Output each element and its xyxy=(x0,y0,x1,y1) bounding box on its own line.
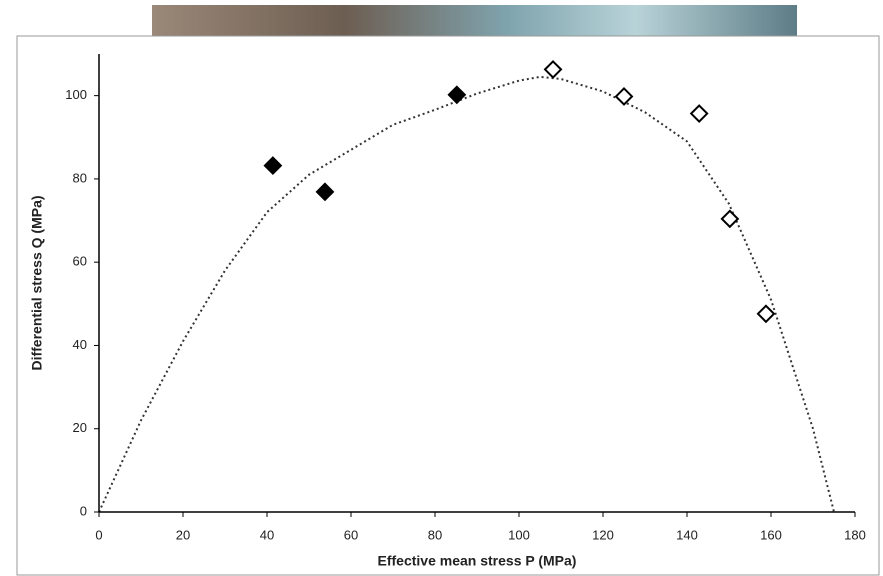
y-tick-label: 100 xyxy=(65,87,87,102)
open-diamond xyxy=(689,104,709,123)
x-tick-label: 60 xyxy=(344,527,358,542)
y-tick-label: 80 xyxy=(73,170,87,185)
x-tick-label: 100 xyxy=(508,527,530,542)
photo-strip xyxy=(152,5,797,37)
plot-frame xyxy=(16,35,880,576)
filled-diamond xyxy=(447,85,467,105)
x-tick-label: 40 xyxy=(260,527,274,542)
y-tick-label: 20 xyxy=(73,420,87,435)
y-tick-label: 40 xyxy=(73,337,87,352)
open-diamond xyxy=(614,87,634,106)
x-tick-label: 160 xyxy=(760,527,782,542)
open-diamond xyxy=(756,304,776,324)
x-tick-label: 0 xyxy=(95,527,102,542)
open-diamond xyxy=(720,209,740,229)
x-tick-label: 80 xyxy=(428,527,442,542)
x-axis-title: Effective mean stress P (MPa) xyxy=(378,553,577,569)
y-axis-title: Differential stress Q (MPa) xyxy=(29,195,45,370)
filled-diamond xyxy=(315,182,335,202)
filled-diamond xyxy=(263,156,283,175)
x-tick-label: 20 xyxy=(176,527,190,542)
y-tick-label: 0 xyxy=(80,503,87,518)
open-diamond xyxy=(543,59,563,79)
x-tick-label: 180 xyxy=(844,527,866,542)
x-tick-label: 120 xyxy=(592,527,614,542)
x-tick-label: 140 xyxy=(676,527,698,542)
fit-curve xyxy=(98,75,835,513)
y-tick-label: 60 xyxy=(73,254,87,269)
